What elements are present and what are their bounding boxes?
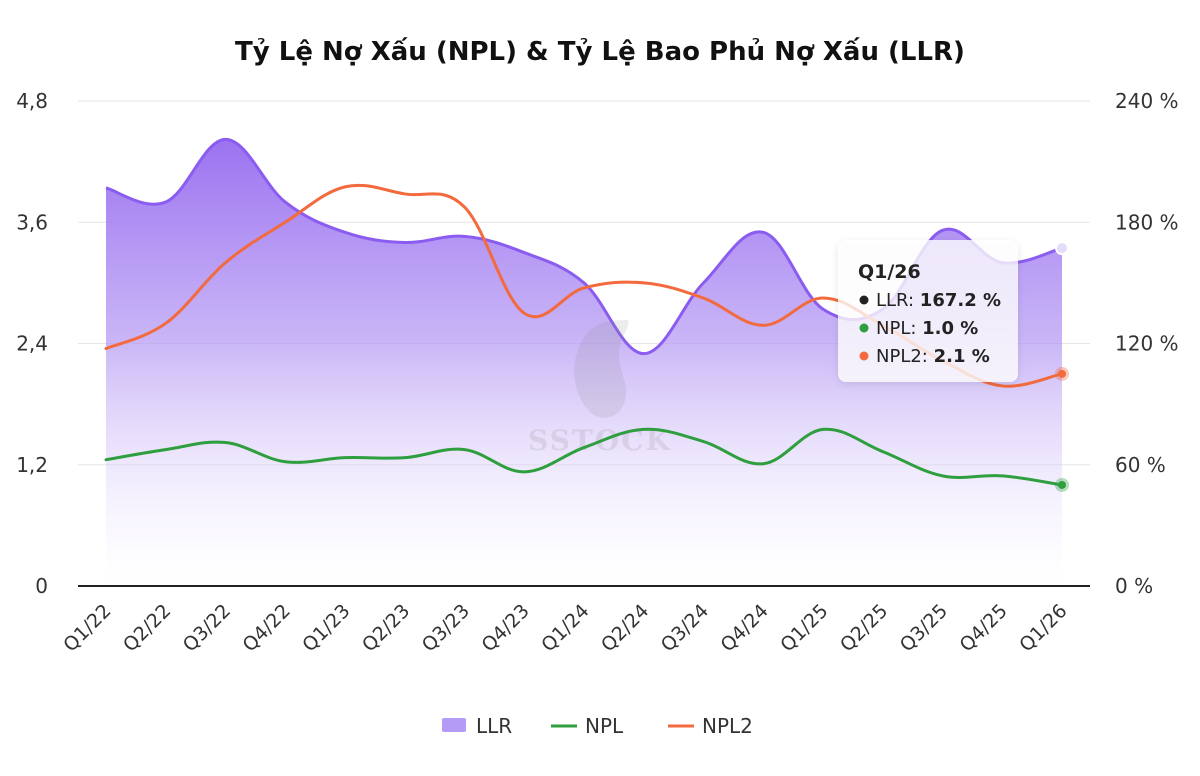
x-tick-label: Q4/24 <box>716 600 772 656</box>
y-right-tick-label: 60 % <box>1115 453 1166 477</box>
tooltip-dot <box>859 323 869 333</box>
y-right-tick-label: 180 % <box>1115 210 1179 234</box>
x-tick-label: Q3/24 <box>657 600 713 656</box>
x-tick-label: Q2/24 <box>597 600 653 656</box>
y-left-tick-label: 4,8 <box>16 89 48 113</box>
chart-title: Tỷ Lệ Nợ Xấu (NPL) & Tỷ Lệ Bao Phủ Nợ Xấ… <box>235 36 965 67</box>
watermark-horse-icon <box>574 320 629 418</box>
tooltip-row-label: NPL2: <box>876 346 934 367</box>
y-left-tick-label: 3,6 <box>16 210 48 234</box>
x-tick-label: Q1/23 <box>298 600 354 656</box>
y-right-tick-label: 240 % <box>1115 89 1179 113</box>
y-left-tick-label: 1,2 <box>16 453 48 477</box>
tooltip-row-value: 1.0 % <box>922 318 978 339</box>
tooltip-row: NPL: 1.0 % <box>876 318 978 339</box>
x-tick-label: Q1/24 <box>537 600 593 656</box>
legend-item-npl[interactable]: NPL <box>551 714 624 738</box>
x-tick-label: Q4/23 <box>477 600 533 656</box>
npl-line <box>104 427 1064 487</box>
tooltip-row-label: NPL: <box>876 318 922 339</box>
npl-last-point[interactable] <box>1058 480 1066 489</box>
x-tick-label: Q2/22 <box>119 600 175 656</box>
x-tick-label: Q4/25 <box>955 600 1011 656</box>
tooltip-row-value: 167.2 % <box>920 290 1001 311</box>
tooltip: Q1/26 LLR: 167.2 % NPL: 1.0 % NPL2: 2.1 % <box>838 240 1018 382</box>
legend-label: LLR <box>476 714 512 738</box>
x-tick-label: Q3/25 <box>896 600 952 656</box>
legend-label: NPL <box>585 714 624 738</box>
x-tick-label: Q2/25 <box>836 600 892 656</box>
x-tick-label: Q1/22 <box>59 600 115 656</box>
llr-last-point[interactable] <box>1055 241 1069 256</box>
x-tick-label: Q1/25 <box>776 600 832 656</box>
x-axis-ticks: Q1/22 Q2/22 Q3/22 Q4/22 Q1/23 Q2/23 Q3/23 Q4/23… <box>59 600 1071 656</box>
legend-item-npl2[interactable]: NPL2 <box>668 714 753 738</box>
tooltip-row-label: LLR: <box>876 290 920 311</box>
legend-swatch <box>442 718 466 732</box>
tooltip-row: LLR: 167.2 % <box>876 290 1001 311</box>
legend[interactable]: LLR NPL NPL2 <box>442 714 753 738</box>
tooltip-dot <box>859 351 869 361</box>
tooltip-row: NPL2: 2.1 % <box>876 346 990 367</box>
y-axis-right: 0 % 60 % 120 % 180 % 240 % <box>1115 89 1179 598</box>
tooltip-row-value: 2.1 % <box>934 346 990 367</box>
npl2-last-point[interactable] <box>1058 369 1066 378</box>
tooltip-title: Q1/26 <box>858 261 921 283</box>
y-right-tick-label: 0 % <box>1115 574 1153 598</box>
tooltip-box <box>838 240 1018 382</box>
y-axis-left: 0 1,2 2,4 3,6 4,8 <box>16 89 48 598</box>
x-tick-label: Q4/22 <box>238 600 294 656</box>
y-left-tick-label: 2,4 <box>16 332 48 356</box>
y-left-tick-label: 0 <box>35 574 48 598</box>
legend-label: NPL2 <box>702 714 753 738</box>
legend-item-llr[interactable]: LLR <box>442 714 512 738</box>
x-tick-label: Q3/23 <box>418 600 474 656</box>
x-tick-label: Q2/23 <box>358 600 414 656</box>
y-right-tick-label: 120 % <box>1115 332 1179 356</box>
tooltip-dot <box>859 295 869 305</box>
x-tick-label: Q1/26 <box>1015 600 1071 656</box>
llr-area-fill <box>106 139 1062 587</box>
x-tick-label: Q3/22 <box>179 600 235 656</box>
